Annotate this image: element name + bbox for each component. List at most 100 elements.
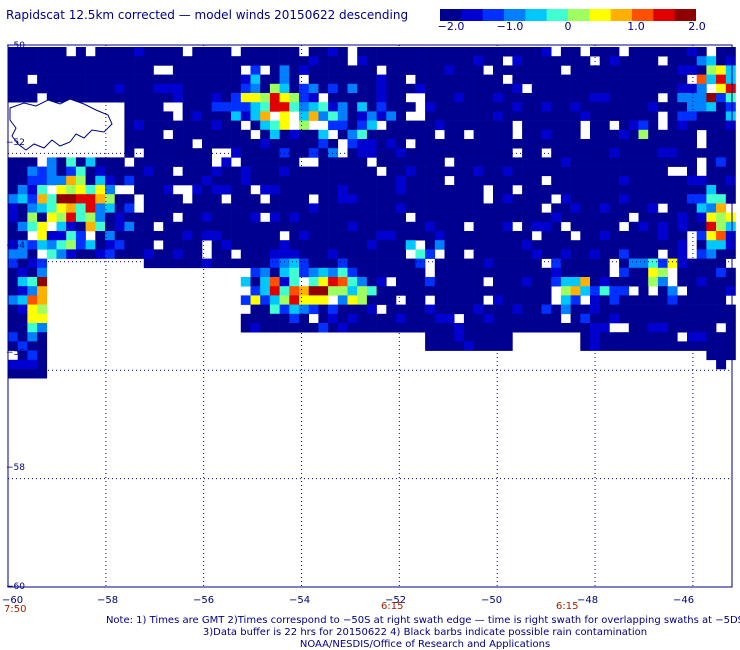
wind-cell (95, 166, 106, 177)
wind-cell (677, 102, 688, 112)
wind-cell (250, 286, 261, 296)
wind-cell (541, 120, 552, 131)
wind-cell (619, 74, 630, 85)
wind-cell (444, 139, 455, 149)
wind-cell (531, 111, 542, 121)
wind-cell (328, 47, 339, 57)
wind-cell (386, 295, 397, 305)
wind-cell (522, 221, 533, 232)
wind-cell (687, 277, 697, 287)
wind-cell (609, 157, 620, 167)
wind-cell (434, 231, 445, 241)
wind-cell (473, 249, 484, 259)
wind-cell (269, 277, 280, 287)
wind-cell (609, 203, 620, 213)
wind-cell (473, 139, 484, 149)
wind-cell (560, 277, 571, 287)
wind-cell (415, 175, 426, 186)
wind-cell (590, 83, 600, 94)
wind-cell (667, 258, 678, 269)
wind-cell (163, 203, 174, 213)
wind-cell (531, 258, 542, 269)
wind-cell (667, 304, 678, 315)
wind-cell (328, 286, 339, 296)
wind-cell (182, 139, 193, 149)
wind-cell (386, 120, 397, 131)
wind-cell (687, 65, 697, 75)
wind-cell (434, 203, 445, 213)
wind-cell (483, 129, 494, 140)
wind-cell (308, 139, 319, 149)
wind-cell (328, 240, 339, 250)
wind-cell (357, 277, 368, 287)
wind-cell (231, 139, 242, 149)
wind-cell (415, 304, 426, 315)
wind-cell (667, 313, 678, 324)
wind-cell (628, 341, 639, 351)
wind-cell (337, 65, 348, 75)
wind-cell (376, 231, 387, 241)
wind-cell (269, 240, 280, 250)
wind-cell (124, 175, 135, 186)
wind-cell (415, 258, 426, 269)
wind-cell (657, 323, 668, 333)
wind-cell (415, 221, 426, 232)
wind-cell (221, 166, 232, 177)
wind-cell (425, 185, 436, 195)
wind-cell (657, 313, 668, 324)
wind-cell (221, 175, 232, 186)
wind-cell (580, 83, 591, 94)
wind-cell (143, 139, 154, 149)
wind-cell (211, 129, 222, 140)
wind-cell (463, 83, 474, 94)
wind-cell (75, 74, 86, 85)
wind-cell (299, 139, 309, 149)
wind-cell (531, 139, 542, 149)
wind-cell (716, 102, 727, 112)
wind-cell (473, 203, 484, 213)
wind-cell (260, 83, 271, 94)
wind-cell (657, 129, 668, 140)
wind-cell (667, 65, 678, 75)
wind-cell (279, 74, 290, 85)
wind-cell (269, 221, 280, 232)
wind-cell (522, 295, 533, 305)
wind-cell (289, 313, 300, 324)
wind-cell (560, 47, 571, 57)
wind-cell (609, 65, 620, 75)
wind-cell (405, 47, 416, 57)
wind-cell (415, 194, 426, 204)
wind-cell (415, 203, 426, 213)
wind-cell (628, 83, 639, 94)
wind-cell (337, 258, 348, 269)
wind-cell (619, 341, 630, 351)
wind-cell (308, 258, 319, 269)
wind-cell (725, 277, 736, 287)
wind-cell (512, 111, 523, 121)
wind-cell (580, 93, 591, 103)
wind-cell (250, 212, 261, 223)
wind-cell (434, 139, 445, 149)
wind-cell (687, 129, 697, 140)
wind-cell (463, 313, 474, 324)
wind-cell (483, 111, 494, 121)
wind-cell (240, 74, 251, 85)
wind-cell (308, 304, 319, 315)
wind-cell (337, 203, 348, 213)
wind-cell (192, 65, 203, 75)
wind-cell (696, 65, 707, 75)
wind-cell (638, 74, 649, 85)
wind-cell (425, 166, 436, 177)
wind-cell (473, 286, 484, 296)
wind-cell (590, 194, 600, 204)
wind-cell (134, 249, 145, 259)
wind-cell (75, 194, 86, 204)
wind-cell (153, 249, 164, 259)
wind-cell (628, 139, 639, 149)
wind-cell (531, 157, 542, 167)
wind-cell (628, 304, 639, 315)
wind-cell (289, 129, 300, 140)
wind-cell (386, 323, 397, 333)
wind-cell (405, 203, 416, 213)
wind-cell (570, 175, 581, 186)
